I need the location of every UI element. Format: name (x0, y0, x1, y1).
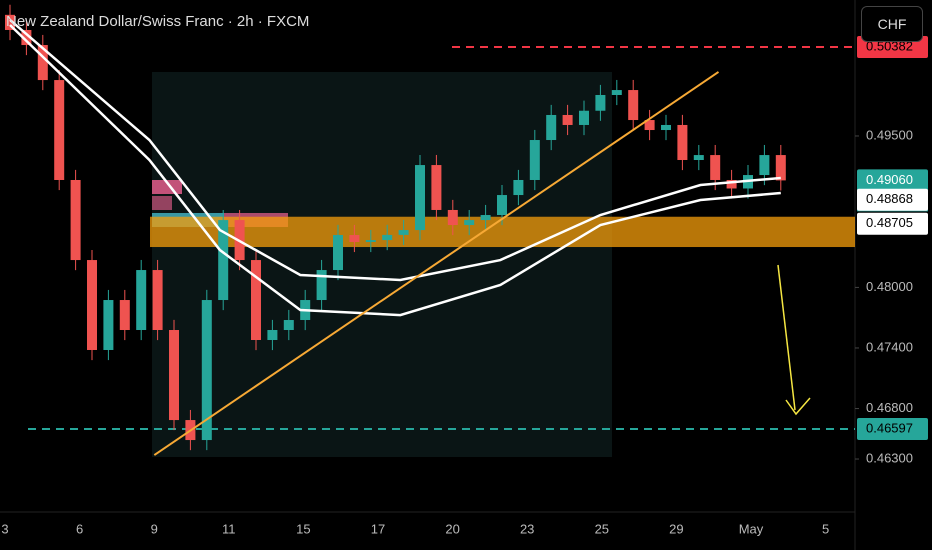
moving-average (9, 24, 781, 317)
moving-average (9, 19, 781, 282)
x-tick-label: 5 (822, 521, 829, 536)
arrow (777, 264, 796, 411)
profile-bar (152, 196, 172, 210)
x-tick-label: May (739, 521, 764, 536)
candle-body (480, 215, 491, 221)
candle-body (103, 300, 114, 350)
candle-body (251, 260, 261, 340)
candle-body (152, 270, 163, 331)
candle-body (464, 220, 475, 226)
price-label: 0.48705 (866, 215, 913, 230)
candle-body (21, 29, 32, 46)
candle-body (677, 124, 688, 161)
x-tick-label: 23 (520, 521, 534, 536)
candle-body (54, 80, 65, 180)
candle-body (497, 195, 507, 216)
x-tick-label: 20 (445, 521, 459, 536)
candle-body (5, 14, 15, 30)
candle-body (447, 209, 458, 226)
candle-body (415, 165, 425, 231)
candle-body (775, 155, 786, 181)
price-label: 0.46597 (866, 420, 913, 435)
arrow-head (785, 397, 811, 416)
candle-body (398, 230, 409, 235)
candle-body (37, 45, 48, 81)
x-tick-label: 11 (222, 521, 236, 536)
candle-body (431, 165, 442, 210)
candle-body (169, 330, 179, 421)
candle-body (546, 114, 557, 141)
x-tick-label: 29 (669, 521, 683, 536)
candle-body (267, 330, 278, 340)
y-tick-label: 0.46800 (866, 400, 913, 415)
candle-body (218, 220, 229, 301)
candle-body (529, 140, 540, 180)
price-label-bg (857, 188, 928, 211)
candle-body (710, 155, 721, 180)
plot (5, 4, 855, 456)
candle-body (726, 179, 737, 189)
candle-body (365, 240, 376, 242)
candle-body (628, 90, 639, 121)
candle-body (611, 90, 622, 95)
price-label: 0.49060 (866, 172, 913, 187)
price-label: 0.48868 (866, 191, 913, 206)
candle-body (661, 124, 671, 131)
candle-body (644, 120, 655, 131)
x-tick-label: 9 (151, 521, 158, 536)
candle-body (349, 235, 360, 242)
candle-body (759, 155, 770, 176)
y-tick-label: 0.46300 (866, 450, 913, 465)
candle-body (201, 300, 212, 441)
price-label-bg (857, 212, 928, 235)
y-tick-label: 0.49500 (866, 127, 913, 142)
candle-body (595, 94, 606, 111)
currency-button[interactable]: CHF (861, 6, 923, 42)
chart-title: New Zealand Dollar/Swiss Franc · 2h · FX… (6, 13, 309, 30)
x-tick-label: 15 (296, 521, 310, 536)
price-label: 0.50382 (866, 38, 913, 53)
x-tick-label: 25 (595, 521, 609, 536)
trendline (153, 71, 720, 456)
y-tick-label: 0.48000 (866, 279, 913, 294)
x-tick-label: 6 (76, 521, 83, 536)
candle-body (119, 300, 130, 331)
candle-body (136, 270, 147, 331)
y-tick-label: 0.47400 (866, 339, 913, 354)
x-tick-label: 3 (1, 521, 8, 536)
candle-body (87, 260, 97, 350)
candle-body (693, 155, 704, 161)
candle-body (333, 235, 343, 271)
x-tick-label: 17 (371, 521, 385, 536)
candle-body (513, 179, 524, 196)
candle-body (382, 234, 393, 241)
price-label-bg (857, 418, 928, 441)
candle-body (562, 114, 573, 125)
candle-body (283, 320, 294, 331)
price-label-bg (857, 169, 928, 192)
candle-body (70, 179, 81, 261)
candle-body (579, 110, 589, 125)
candle-body (316, 270, 327, 301)
